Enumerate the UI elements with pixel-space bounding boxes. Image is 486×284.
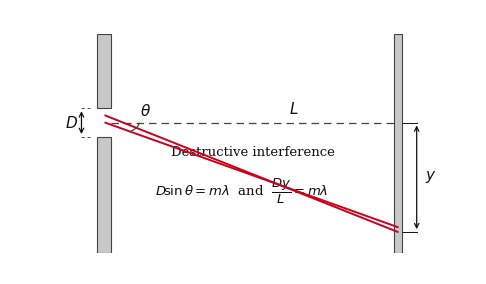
Text: $y$: $y$ [425, 169, 437, 185]
Bar [97, 137, 111, 253]
Text: Destructive interference: Destructive interference [171, 146, 335, 159]
Bar [394, 34, 402, 253]
Text: $D\!\sin\theta = m\lambda$  and  $\dfrac{Dy}{L} = m\lambda$: $D\!\sin\theta = m\lambda$ and $\dfrac{D… [155, 177, 328, 206]
Text: $L$: $L$ [290, 101, 299, 117]
Bar [97, 34, 111, 108]
Text: $\theta$: $\theta$ [140, 103, 151, 119]
Text: $D$: $D$ [65, 115, 78, 131]
